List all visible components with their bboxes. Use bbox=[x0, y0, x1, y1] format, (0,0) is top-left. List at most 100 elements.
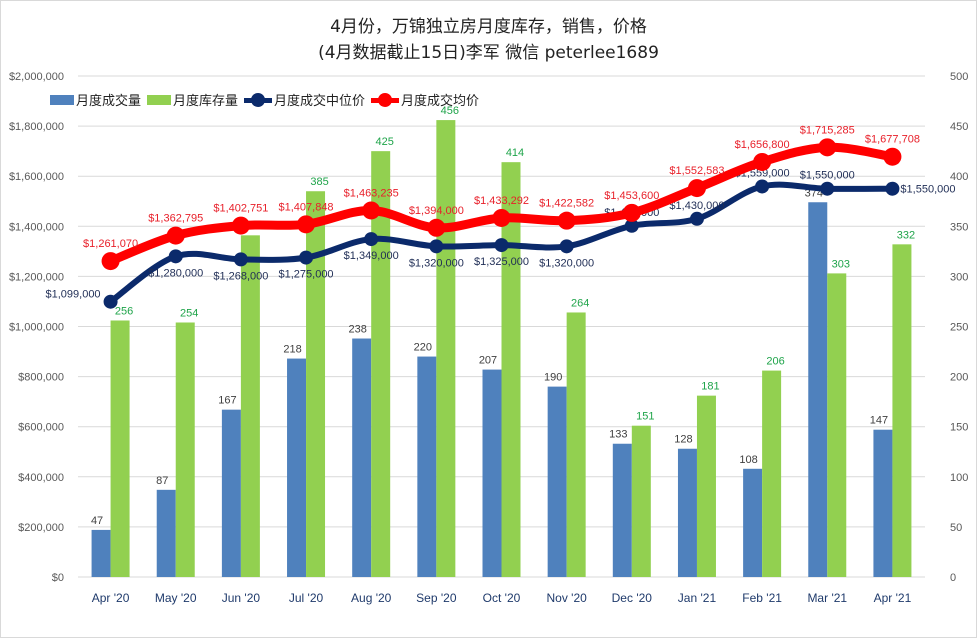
point-average bbox=[557, 211, 576, 230]
bar-inventory bbox=[827, 273, 847, 577]
bar-label-sales: 147 bbox=[870, 415, 888, 427]
point-average bbox=[687, 179, 706, 198]
point-label-average: $1,463,235 bbox=[344, 187, 399, 199]
bar-inventory bbox=[501, 162, 521, 577]
bar-label-inventory: 151 bbox=[636, 411, 654, 423]
point-average bbox=[362, 201, 381, 220]
point-average bbox=[883, 147, 902, 166]
point-label-average: $1,362,795 bbox=[148, 213, 203, 225]
x-tick-label: May '20 bbox=[155, 591, 197, 605]
y-left-tick-label: $600,000 bbox=[18, 422, 64, 434]
point-median bbox=[885, 181, 900, 196]
bar-sales bbox=[221, 409, 241, 577]
point-label-average: $1,433,292 bbox=[474, 195, 529, 207]
point-label-average: $1,394,000 bbox=[409, 205, 464, 217]
y-right-tick-label: 100 bbox=[950, 472, 968, 484]
x-tick-label: Sep '20 bbox=[416, 591, 457, 605]
bar-label-sales: 87 bbox=[156, 475, 168, 487]
bar-label-sales: 108 bbox=[739, 454, 757, 466]
bar-label-inventory: 181 bbox=[701, 381, 719, 393]
bar-inventory bbox=[110, 320, 130, 577]
legend-swatch-sales bbox=[50, 94, 74, 105]
bar-sales bbox=[287, 358, 307, 577]
legend-label: 月度成交量 bbox=[76, 94, 142, 109]
point-average bbox=[101, 252, 120, 271]
y-left-tick-label: $1,200,000 bbox=[9, 271, 64, 283]
point-average bbox=[166, 226, 185, 245]
point-label-median: $1,325,000 bbox=[474, 256, 529, 268]
y-left-tick-label: $1,800,000 bbox=[9, 121, 64, 133]
point-label-average: $1,677,708 bbox=[865, 134, 920, 146]
bar-inventory bbox=[631, 425, 651, 577]
point-median bbox=[364, 232, 379, 247]
bar-sales bbox=[156, 489, 176, 577]
bar-sales bbox=[547, 386, 567, 577]
x-tick-label: Apr '20 bbox=[92, 591, 130, 605]
legend-label: 月度库存量 bbox=[173, 94, 239, 109]
bar-inventory bbox=[762, 370, 782, 577]
point-average bbox=[492, 208, 511, 227]
x-tick-label: Jun '20 bbox=[222, 591, 261, 605]
x-tick-label: Feb '21 bbox=[742, 591, 782, 605]
bar-inventory bbox=[566, 312, 586, 577]
point-label-average: $1,407,848 bbox=[279, 201, 334, 213]
bar-inventory bbox=[240, 235, 260, 577]
bar-sales bbox=[808, 202, 828, 577]
point-label-median: $1,275,000 bbox=[279, 269, 334, 281]
legend: 月度成交量 月度库存量 月度成交中位价 月度成交均价 bbox=[50, 90, 485, 109]
point-median bbox=[233, 252, 248, 267]
y-right-tick-label: 150 bbox=[950, 422, 968, 434]
bar-inventory bbox=[371, 151, 391, 577]
bar-label-inventory: 206 bbox=[766, 356, 784, 368]
point-label-average: $1,453,600 bbox=[604, 190, 659, 202]
bar-label-sales: 220 bbox=[414, 342, 432, 354]
point-label-median: $1,349,000 bbox=[344, 250, 399, 262]
x-tick-label: Jan '21 bbox=[678, 591, 717, 605]
point-label-median: $1,320,000 bbox=[409, 257, 464, 269]
bar-label-sales: 238 bbox=[349, 324, 367, 336]
point-median bbox=[755, 179, 770, 194]
bar-sales bbox=[873, 429, 893, 577]
y-left-tick-label: $200,000 bbox=[18, 522, 64, 534]
bar-inventory bbox=[175, 322, 195, 577]
y-right-tick-label: 350 bbox=[950, 221, 968, 233]
point-average bbox=[753, 152, 772, 171]
bar-label-inventory: 256 bbox=[115, 305, 133, 317]
legend-item-median: 月度成交中位价 bbox=[244, 90, 365, 109]
x-tick-label: Dec '20 bbox=[612, 591, 653, 605]
point-label-median: $1,280,000 bbox=[148, 267, 203, 279]
legend-swatch-median bbox=[244, 92, 273, 107]
point-median bbox=[168, 249, 183, 264]
bar-label-inventory: 254 bbox=[180, 307, 198, 319]
y-left-tick-label: $0 bbox=[52, 572, 64, 584]
bar-label-sales: 190 bbox=[544, 372, 562, 384]
y-left-tick-label: $2,000,000 bbox=[9, 71, 64, 83]
y-left-tick-label: $400,000 bbox=[18, 472, 64, 484]
point-label-average: $1,422,582 bbox=[539, 198, 594, 210]
bar-label-inventory: 385 bbox=[310, 176, 328, 188]
point-label-average: $1,261,070 bbox=[83, 238, 138, 250]
point-average bbox=[818, 138, 837, 157]
bar-inventory bbox=[436, 120, 456, 577]
point-label-median: $1,550,000 bbox=[900, 184, 955, 196]
bar-inventory bbox=[696, 395, 716, 577]
point-average bbox=[297, 215, 316, 234]
point-median bbox=[494, 238, 509, 253]
bar-label-inventory: 456 bbox=[441, 105, 459, 117]
legend-label: 月度成交中位价 bbox=[274, 94, 366, 109]
y-right-tick-label: 500 bbox=[950, 71, 968, 83]
bar-inventory bbox=[892, 244, 912, 577]
bar-label-sales: 133 bbox=[609, 429, 627, 441]
x-tick-label: Oct '20 bbox=[483, 591, 521, 605]
x-tick-label: Aug '20 bbox=[351, 591, 392, 605]
point-median bbox=[689, 211, 704, 226]
bar-sales bbox=[743, 468, 763, 577]
bar-sales bbox=[352, 338, 372, 577]
point-average bbox=[427, 218, 446, 237]
bar-sales bbox=[417, 356, 437, 577]
point-label-average: $1,552,583 bbox=[669, 165, 724, 177]
point-label-average: $1,656,800 bbox=[735, 139, 790, 151]
point-median bbox=[559, 239, 574, 254]
point-median bbox=[624, 218, 639, 233]
